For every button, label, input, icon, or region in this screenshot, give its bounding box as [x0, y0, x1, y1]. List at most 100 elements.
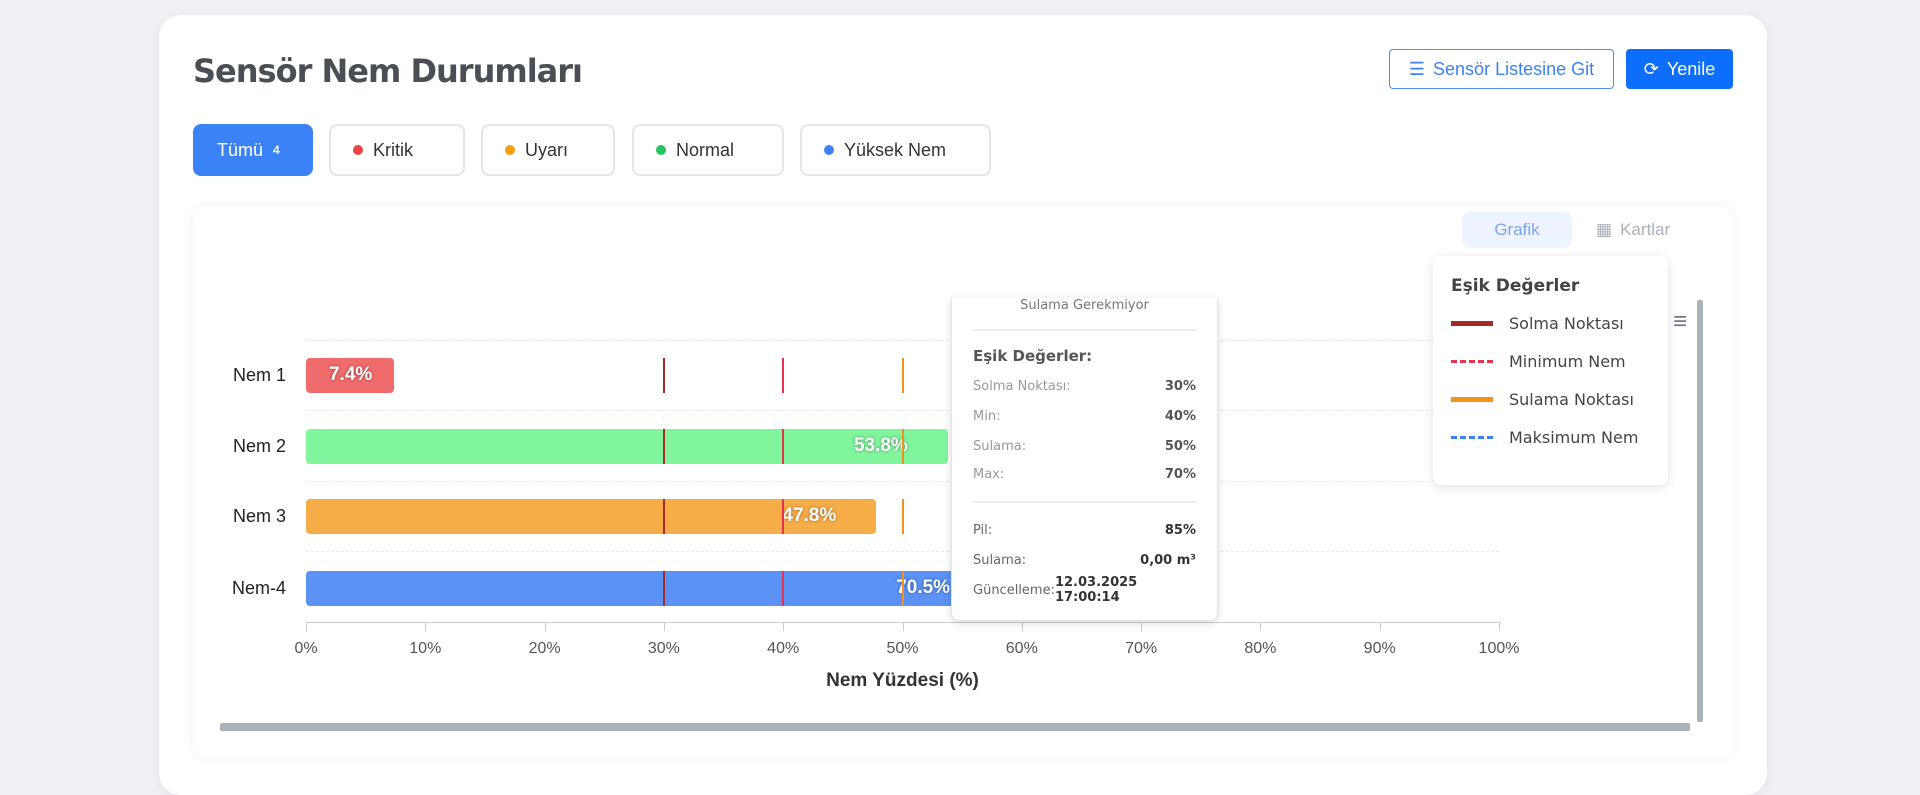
y-category-label: Nem-4 — [231, 578, 286, 598]
sensor-list-label: Sensör Listesine Git — [1433, 58, 1595, 79]
legend-item-max[interactable]: Maksimum Nem — [1451, 418, 1650, 456]
x-tick-mark — [1021, 622, 1023, 631]
x-tick-mark — [425, 622, 427, 631]
horizontal-scrollbar[interactable] — [220, 723, 1690, 731]
tooltip-key: Pil: — [973, 522, 993, 538]
x-tick-label: 60% — [1005, 640, 1038, 657]
tooltip-value: 30% — [1164, 378, 1196, 394]
legend-item-min[interactable]: Minimum Nem — [1451, 342, 1650, 380]
blue-dot-icon — [824, 145, 834, 155]
x-tick-label: 0% — [294, 640, 318, 657]
refresh-icon: ⟳ — [1643, 58, 1659, 79]
tooltip-row: Solma Noktası: 30% — [973, 371, 1196, 401]
x-tick-label: 100% — [1478, 640, 1520, 657]
x-tick-mark — [1141, 622, 1143, 631]
legend-label: Solma Noktası — [1509, 313, 1624, 333]
page-title: Sensör Nem Durumları — [193, 52, 583, 90]
orange-dot-icon — [505, 145, 515, 155]
grid-line — [306, 481, 1499, 482]
cards-view-button[interactable]: ▦ Kartlar — [1596, 212, 1670, 248]
green-dot-icon — [656, 145, 666, 155]
x-tick-mark — [306, 622, 307, 631]
threshold-mark — [901, 570, 904, 606]
tooltip-value: 85% — [1164, 522, 1196, 538]
x-tick-mark — [663, 622, 665, 631]
threshold-mark — [782, 570, 785, 606]
filter-high-humidity[interactable]: Yüksek Nem — [800, 124, 991, 176]
tooltip-key: Min: — [973, 408, 1001, 424]
tooltip-key: Solma Noktası: — [973, 378, 1071, 394]
grid-icon: ▦ — [1596, 220, 1613, 239]
threshold-mark — [782, 357, 785, 393]
sensor-list-button[interactable]: ☰ Sensör Listesine Git — [1389, 49, 1614, 89]
legend-label: Sulama Noktası — [1509, 389, 1634, 409]
threshold-mark — [662, 498, 665, 534]
bar-value-label: 47.8% — [782, 505, 837, 526]
bar-2: 53.8% — [306, 428, 948, 464]
y-category-label: Nem 2 — [232, 436, 286, 456]
vertical-scrollbar[interactable] — [1697, 300, 1703, 722]
x-tick-label: 80% — [1244, 640, 1277, 657]
x-axis-title: Nem Yüzdesi (%) — [826, 670, 979, 691]
grid-line — [306, 340, 1499, 341]
tooltip-row: Sulama: 50% — [973, 431, 1196, 461]
threshold-mark — [782, 498, 785, 534]
solid-line-icon — [1451, 396, 1493, 402]
x-tick-mark — [783, 622, 785, 631]
x-tick-label: 50% — [886, 640, 919, 657]
filter-critical[interactable]: Kritik — [329, 124, 465, 176]
x-tick-mark — [1499, 622, 1500, 631]
tooltip-updated: Güncelleme: 12.03.2025 17:00:14 — [973, 575, 1196, 605]
x-tick-label: 90% — [1363, 640, 1396, 657]
grid-line — [306, 551, 1499, 552]
sensor-tooltip: Sulama Gerekmiyor Eşik Değerler: Solma N… — [951, 298, 1218, 621]
x-tick-label: 40% — [767, 640, 800, 657]
grid-line — [306, 410, 1499, 411]
threshold-mark — [662, 357, 665, 393]
x-tick-label: 10% — [409, 640, 442, 657]
filter-warning[interactable]: Uyarı — [481, 124, 615, 176]
threshold-mark — [901, 357, 904, 393]
bar-value-label: 53.8% — [853, 435, 908, 456]
cards-view-label: Kartlar — [1620, 220, 1671, 239]
filter-label: Tümü — [217, 139, 264, 160]
y-category-label: Nem 1 — [232, 365, 286, 385]
tooltip-battery: Pil: 85% — [973, 515, 1196, 545]
chart-view-button[interactable]: Grafik — [1462, 212, 1572, 248]
threshold-mark — [782, 428, 785, 464]
bar-3: 47.8% — [306, 498, 877, 534]
tooltip-status: Sulama Gerekmiyor — [973, 298, 1196, 331]
x-tick-label: 20% — [528, 640, 561, 657]
chart-view-label: Grafik — [1494, 220, 1540, 239]
tooltip-key: Sulama: — [973, 552, 1027, 568]
red-dot-icon — [353, 145, 363, 155]
filter-normal[interactable]: Normal — [632, 124, 784, 176]
tooltip-value: 40% — [1164, 408, 1196, 424]
tooltip-key: Sulama: — [973, 438, 1027, 454]
x-tick-mark — [1379, 622, 1381, 631]
tooltip-irrigation: Sulama: 0,00 m³ — [973, 545, 1196, 575]
refresh-button[interactable]: ⟳ Yenile — [1626, 49, 1733, 89]
legend-label: Maksimum Nem — [1509, 427, 1639, 447]
tooltip-key: Güncelleme: — [973, 582, 1055, 598]
x-tick-mark — [902, 622, 904, 631]
filter-label: Uyarı — [525, 139, 569, 160]
x-tick-mark — [544, 622, 546, 631]
solid-line-icon — [1451, 320, 1493, 326]
threshold-mark — [662, 428, 665, 464]
tooltip-value: 50% — [1164, 438, 1196, 454]
legend-item-wilting[interactable]: Solma Noktası — [1451, 304, 1650, 342]
threshold-legend: Eşik Değerler Solma Noktası Minimum Nem … — [1433, 256, 1668, 485]
tooltip-key: Max: — [973, 467, 1005, 482]
filter-all[interactable]: Tümü 4 — [193, 124, 313, 176]
list-icon: ☰ — [1408, 58, 1426, 79]
count-badge: 4 — [273, 143, 280, 157]
x-tick-label: 70% — [1125, 640, 1158, 657]
bar-value-label: 7.4% — [328, 364, 373, 385]
menu-icon[interactable]: ≡ — [1673, 308, 1688, 335]
legend-item-irrigation[interactable]: Sulama Noktası — [1451, 380, 1650, 418]
tooltip-row: Max: 70% — [973, 461, 1196, 503]
threshold-mark — [901, 498, 904, 534]
x-tick-mark — [1260, 622, 1262, 631]
tooltip-section-title: Eşik Değerler: — [973, 347, 1093, 365]
